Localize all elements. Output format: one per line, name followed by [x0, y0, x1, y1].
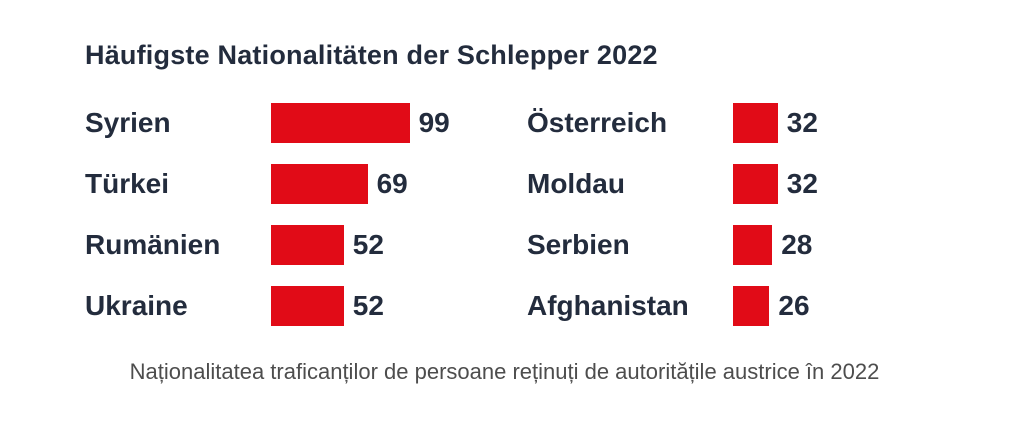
bar-column-left: Syrien 99 Türkei 69 Rumänien 52 Ukraine … — [85, 103, 450, 326]
bar-row: Serbien 28 — [527, 225, 818, 265]
bar-label: Serbien — [527, 229, 630, 260]
bar — [733, 225, 773, 265]
bar-value: 52 — [352, 290, 384, 321]
bar — [271, 164, 368, 204]
bar-row: Syrien 99 — [85, 103, 450, 143]
bar-value: 28 — [781, 229, 813, 260]
chart-caption: Naționalitatea traficanților de persoane… — [129, 359, 880, 384]
bar-label: Österreich — [527, 107, 668, 138]
bar-row: Österreich 32 — [527, 103, 818, 143]
bar — [733, 164, 778, 204]
bar-value: 32 — [786, 168, 818, 199]
bar-value: 32 — [786, 107, 818, 138]
bar-column-right: Österreich 32 Moldau 32 Serbien 28 Afgha… — [527, 103, 818, 326]
bar-value: 26 — [778, 290, 810, 321]
bar-row: Türkei 69 — [85, 164, 450, 204]
bar-label: Türkei — [85, 168, 170, 199]
bar — [733, 286, 770, 326]
bar-value: 52 — [352, 229, 384, 260]
bar-label: Moldau — [527, 168, 625, 199]
bar-value: 99 — [418, 107, 450, 138]
bar-row: Afghanistan 26 — [527, 286, 818, 326]
bar — [733, 103, 778, 143]
bar-label: Rumänien — [85, 229, 221, 260]
bar-row: Rumänien 52 — [85, 225, 450, 265]
bar-value: 69 — [376, 168, 408, 199]
bar-row: Ukraine 52 — [85, 286, 450, 326]
bar-label: Afghanistan — [527, 290, 689, 321]
bar — [271, 103, 410, 143]
bar-label: Ukraine — [85, 290, 188, 321]
chart-title: Häufigste Nationalitäten der Schlepper 2… — [85, 40, 658, 70]
bar-row: Moldau 32 — [527, 164, 818, 204]
bar-label: Syrien — [85, 107, 171, 138]
bar — [271, 225, 344, 265]
bar — [271, 286, 344, 326]
